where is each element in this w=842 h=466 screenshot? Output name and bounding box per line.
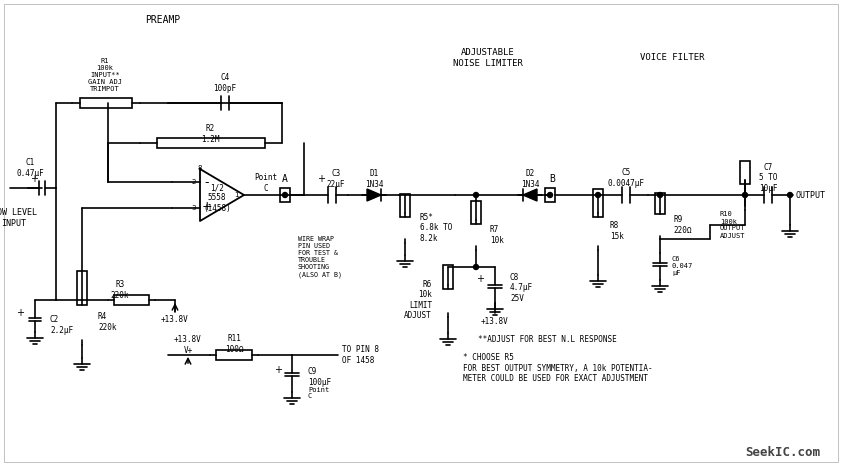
Text: R3
220k: R3 220k [111, 281, 130, 300]
Polygon shape [200, 169, 244, 221]
Circle shape [283, 192, 287, 198]
Text: LOW LEVEL
INPUT: LOW LEVEL INPUT [0, 208, 36, 228]
Text: B: B [549, 174, 555, 184]
Text: +: + [274, 365, 282, 375]
Circle shape [473, 265, 478, 269]
Text: D2
1N34: D2 1N34 [520, 169, 539, 189]
Circle shape [743, 192, 748, 198]
Text: A: A [282, 174, 288, 184]
Text: WIRE WRAP
PIN USED
FOR TEST &
TROUBLE
SHOOTING
(ALSO AT B): WIRE WRAP PIN USED FOR TEST & TROUBLE SH… [298, 236, 342, 278]
Polygon shape [367, 189, 381, 201]
Text: C4
100pF: C4 100pF [213, 73, 237, 93]
Text: +13.8V
V+: +13.8V V+ [174, 336, 202, 355]
Bar [443, 265, 453, 289]
Text: R1
100k
INPUT**
GAIN ADJ
TRIMPOT: R1 100k INPUT** GAIN ADJ TRIMPOT [88, 58, 122, 92]
Text: R5*
6.8k TO
8.2k: R5* 6.8k TO 8.2k [420, 213, 452, 243]
Circle shape [595, 192, 600, 198]
Text: R8
15k: R8 15k [610, 221, 624, 241]
Text: +: + [30, 174, 38, 184]
Text: ADJUSTABLE
NOISE LIMITER: ADJUSTABLE NOISE LIMITER [453, 48, 523, 68]
Text: R11
100Ω: R11 100Ω [225, 334, 243, 354]
Text: 2: 2 [192, 179, 196, 185]
Text: 1/2
5558
(1458): 1/2 5558 (1458) [203, 183, 231, 213]
Text: R7
10k: R7 10k [490, 225, 504, 245]
Text: VOICE FILTER: VOICE FILTER [640, 54, 704, 62]
Bar [545, 188, 555, 202]
Circle shape [787, 192, 792, 198]
Text: +: + [16, 308, 24, 318]
Text: SeekIC.com: SeekIC.com [745, 445, 820, 459]
Text: 8: 8 [198, 165, 202, 171]
Circle shape [658, 192, 663, 198]
Bar [400, 194, 410, 217]
Text: R10
100k
OUTPUT
ADJUST: R10 100k OUTPUT ADJUST [720, 212, 745, 239]
Text: PREAMP: PREAMP [146, 15, 181, 25]
Text: C8
4.7μF
25V: C8 4.7μF 25V [510, 273, 533, 303]
Text: OUTPUT: OUTPUT [795, 191, 825, 199]
Bar [216, 350, 253, 360]
Text: C3
22μF: C3 22μF [327, 169, 345, 189]
Text: * CHOOSE R5
FOR BEST OUTPUT SYMMETRY, A 10k POTENTIA-
METER COULD BE USED FOR EX: * CHOOSE R5 FOR BEST OUTPUT SYMMETRY, A … [463, 353, 653, 383]
Text: Point
C: Point C [254, 173, 278, 193]
Text: R2
1.2M: R2 1.2M [200, 124, 219, 144]
Text: +: + [317, 174, 325, 184]
Bar [593, 189, 603, 218]
Circle shape [547, 192, 552, 198]
Text: +13.8V: +13.8V [481, 316, 509, 325]
Bar [280, 188, 290, 202]
Text: C5
0.0047μF: C5 0.0047μF [607, 168, 644, 188]
Text: R4
220k: R4 220k [98, 312, 116, 332]
Text: +13.8V: +13.8V [161, 315, 189, 324]
Text: Point
C: Point C [308, 386, 329, 399]
Bar [471, 201, 481, 224]
Text: -: - [205, 177, 210, 190]
Text: +: + [476, 274, 484, 284]
Bar [77, 271, 87, 305]
Text: C9
100μF: C9 100μF [308, 367, 331, 387]
Bar [740, 161, 750, 184]
Bar [114, 295, 149, 305]
Bar [655, 193, 665, 214]
Text: C7
5 TO
10μF: C7 5 TO 10μF [759, 163, 777, 193]
Text: D1
1N34: D1 1N34 [365, 169, 383, 189]
Circle shape [473, 192, 478, 198]
Text: C2
2.2μF: C2 2.2μF [50, 315, 73, 335]
Bar [157, 138, 265, 148]
Text: +: + [202, 200, 212, 213]
Text: C6
0.047
μF: C6 0.047 μF [672, 256, 693, 276]
Polygon shape [523, 189, 537, 201]
Text: 3: 3 [192, 205, 196, 211]
Bar [80, 98, 132, 108]
Text: C1
0.47μF: C1 0.47μF [16, 158, 44, 178]
Text: R9
220Ω: R9 220Ω [673, 215, 691, 235]
Text: TO PIN 8
OF 1458: TO PIN 8 OF 1458 [342, 345, 379, 365]
Text: **ADJUST FOR BEST N.L RESPONSE: **ADJUST FOR BEST N.L RESPONSE [478, 336, 616, 344]
Text: R6
10k
LIMIT
ADJUST: R6 10k LIMIT ADJUST [404, 280, 432, 320]
Text: 1: 1 [234, 192, 238, 198]
